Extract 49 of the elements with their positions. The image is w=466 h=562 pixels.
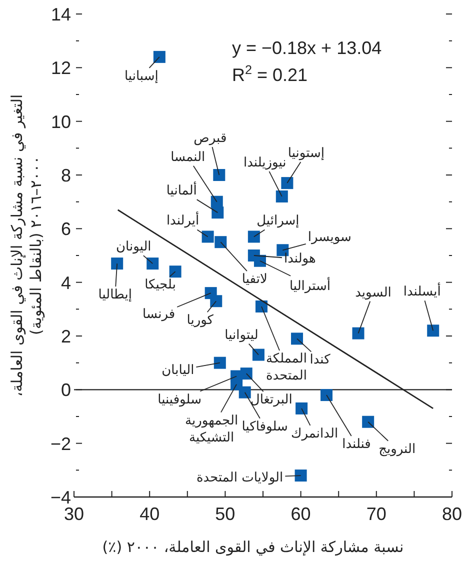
y-tick-label: 2	[60, 326, 71, 346]
x-tick-label: 80	[442, 504, 462, 524]
annotation: هولندا	[284, 252, 316, 266]
annotation: النرويج	[378, 442, 416, 457]
annotation: كندا	[310, 352, 332, 368]
x-tick-label: 70	[366, 504, 386, 524]
annotation: الولايات المتحدة	[196, 470, 284, 486]
annotation: بلجيكا	[144, 278, 176, 293]
annotation: سلوفينيا	[158, 392, 202, 408]
y-tick-label: 0	[60, 380, 71, 400]
annotation: ليتوانيا	[224, 328, 258, 343]
annotation: لاتفيا	[242, 272, 268, 288]
annotation: نيوزيلندا	[243, 155, 286, 170]
annotation: كوريا	[186, 313, 214, 328]
annotation: y = −0.18x + 13.04	[232, 38, 382, 58]
y-tick-label: 12	[50, 58, 71, 78]
x-axis-title: نسبة مشاركة الإناث في القوى العاملة، ٢٠٠٠ (٪)	[102, 538, 404, 556]
annotation: قبرص	[194, 131, 227, 146]
annotation: إسرائيل	[256, 214, 300, 229]
y-axis-title: التغير في نسبة مشاركة الإناث في القوى العاملة، ٢٠٠٠–٢٠١٦ (بالنقاط المئوية)	[8, 94, 45, 397]
annotation: الجمهورية التشيكية	[185, 413, 238, 446]
annotation: سويسرا	[308, 230, 352, 246]
y-tick-label: 10	[50, 112, 71, 132]
annotation: ألمانيا	[166, 182, 197, 199]
x-tick-label: 50	[215, 504, 236, 524]
y-tick-label: 6	[60, 219, 71, 240]
annotation: إسبانيا	[124, 68, 158, 84]
annotation: سلوفاكيا	[242, 419, 288, 434]
y-tick-label: 4	[60, 272, 71, 293]
annotation: السويد	[355, 285, 392, 300]
annotation: أيسلندا	[403, 282, 441, 300]
annotation: أستراليا	[289, 276, 331, 294]
annotation: R$^{2}$ = 0.21	[232, 63, 308, 85]
annotation: إستونيا	[288, 146, 325, 162]
y-tick-label: −2	[50, 434, 71, 454]
annotation: النمسا	[170, 150, 206, 165]
annotation: أيرلندا	[166, 212, 200, 229]
annotation: إيطاليا	[98, 288, 132, 303]
x-tick-label: 60	[290, 504, 311, 524]
annotation: فنلندا	[342, 437, 371, 452]
y-tick-label: 14	[50, 4, 71, 24]
y-tick-label: 8	[60, 166, 71, 186]
annotation: البرتغال	[250, 392, 292, 408]
x-tick-label: 40	[140, 504, 160, 524]
annotation: فرنسا	[142, 307, 176, 322]
annotation: المملكة المتحدة	[266, 351, 308, 384]
annotation: الدانمرك	[291, 426, 338, 442]
annotation: اليونان	[116, 240, 152, 255]
annotation: اليابان	[162, 362, 194, 378]
